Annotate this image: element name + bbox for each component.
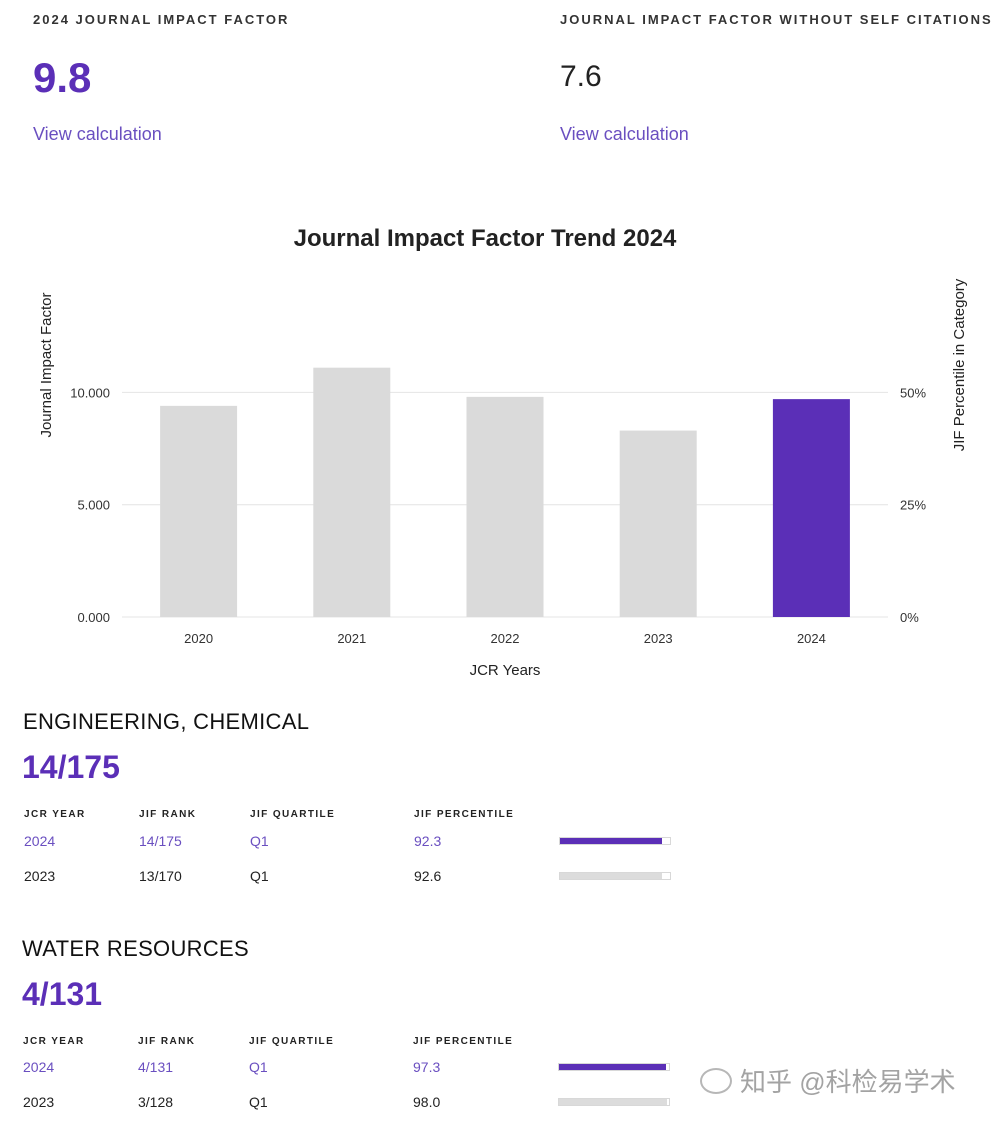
- row-quartile: Q1: [250, 868, 269, 884]
- x-tick-label: 2023: [644, 631, 673, 646]
- y-tick-label: 0.000: [77, 610, 110, 625]
- header-jif-quartile: JIF QUARTILE: [249, 1036, 335, 1047]
- y-tick-label: 5.000: [77, 498, 110, 513]
- row-year: 2024: [23, 1059, 55, 1075]
- watermark: 知乎 @科检易学术: [700, 1062, 956, 1099]
- category-rank: 4/131: [22, 976, 103, 1012]
- bar-2021[interactable]: [313, 367, 391, 617]
- y2-tick-label: 0%: [900, 610, 919, 625]
- percentile-bar: [559, 837, 671, 845]
- jif-no-self-label: JOURNAL IMPACT FACTOR WITHOUT SELF CITAT…: [560, 12, 993, 27]
- chart-canvas: Journal Impact Factor Trend 2024 Journal…: [38, 225, 968, 679]
- percentile-bar-fill: [560, 873, 662, 879]
- category-name: ENGINEERING, CHEMICAL: [23, 709, 310, 734]
- x-tick-label: 2024: [797, 631, 826, 646]
- header-jif-quartile: JIF QUARTILE: [250, 809, 336, 820]
- jif-label: 2024 JOURNAL IMPACT FACTOR: [33, 12, 290, 27]
- y-tick-label: 10.000: [70, 385, 110, 400]
- jif-no-self-value: 7.6: [560, 60, 602, 93]
- x-tick-label: 2022: [491, 631, 520, 646]
- x-tick-label: 2020: [184, 631, 213, 646]
- y2-axis-label: JIF Percentile in Category: [951, 278, 968, 451]
- category-engineering-chemical: ENGINEERING, CHEMICAL 14/175 JCR YEAR JI…: [0, 705, 998, 905]
- row-year: 2023: [23, 1094, 55, 1110]
- row-percentile: 97.3: [413, 1059, 441, 1075]
- y2-tick-label: 50%: [900, 385, 926, 400]
- jif-trend-chart: Journal Impact Factor Trend 2024 Journal…: [0, 205, 998, 695]
- y-axis-label: Journal Impact Factor: [38, 292, 55, 437]
- category-rank: 14/175: [22, 749, 120, 785]
- bar-2020[interactable]: [160, 405, 238, 617]
- bars-layer: [160, 367, 850, 617]
- header-jif-percentile: JIF PERCENTILE: [414, 809, 515, 820]
- x-tick-label: 2021: [337, 631, 366, 646]
- jif-value: 9.8: [33, 54, 92, 101]
- wechat-icon: [700, 1067, 732, 1094]
- chart-title: Journal Impact Factor Trend 2024: [294, 225, 677, 252]
- y2-tick-label: 25%: [900, 498, 926, 513]
- category-name: WATER RESOURCES: [22, 936, 249, 961]
- watermark-text: 知乎 @科检易学术: [740, 1067, 956, 1097]
- row-rank: 14/175: [139, 833, 182, 849]
- header-jif-percentile: JIF PERCENTILE: [413, 1036, 514, 1047]
- percentile-bar: [558, 1063, 670, 1071]
- ticks-layer: 0.000 0% 5.000 25% 10.000 50% 2020 2021 2022 2023…: [70, 385, 926, 646]
- row-quartile: Q1: [249, 1094, 268, 1110]
- bar-2022[interactable]: [466, 396, 544, 617]
- header-jif-rank: JIF RANK: [139, 809, 197, 820]
- bar-2023[interactable]: [619, 430, 697, 617]
- percentile-bar-fill: [560, 838, 662, 844]
- header-jcr-year: JCR YEAR: [23, 1036, 85, 1047]
- percentile-bar-fill: [559, 1099, 667, 1105]
- header-jif-rank: JIF RANK: [138, 1036, 196, 1047]
- jif-view-calculation-link[interactable]: View calculation: [33, 124, 162, 144]
- row-rank: 13/170: [139, 868, 182, 884]
- percentile-bar: [558, 1098, 670, 1106]
- row-percentile: 98.0: [413, 1094, 441, 1110]
- row-rank: 4/131: [138, 1059, 174, 1075]
- jif-no-self-view-calculation-link[interactable]: View calculation: [560, 124, 689, 144]
- row-quartile: Q1: [250, 833, 269, 849]
- row-year: 2023: [24, 868, 56, 884]
- bar-2024[interactable]: [772, 399, 850, 617]
- x-axis-label: JCR Years: [470, 662, 541, 679]
- percentile-bar: [559, 872, 671, 880]
- percentile-bar-fill: [559, 1064, 667, 1070]
- row-percentile: 92.6: [414, 868, 442, 884]
- header-jcr-year: JCR YEAR: [24, 809, 86, 820]
- row-year: 2024: [24, 833, 56, 849]
- row-quartile: Q1: [249, 1059, 268, 1075]
- row-rank: 3/128: [138, 1094, 174, 1110]
- row-percentile: 92.3: [414, 833, 442, 849]
- category-water-resources: WATER RESOURCES 4/131 JCR YEAR JIF RANK …: [0, 932, 998, 1122]
